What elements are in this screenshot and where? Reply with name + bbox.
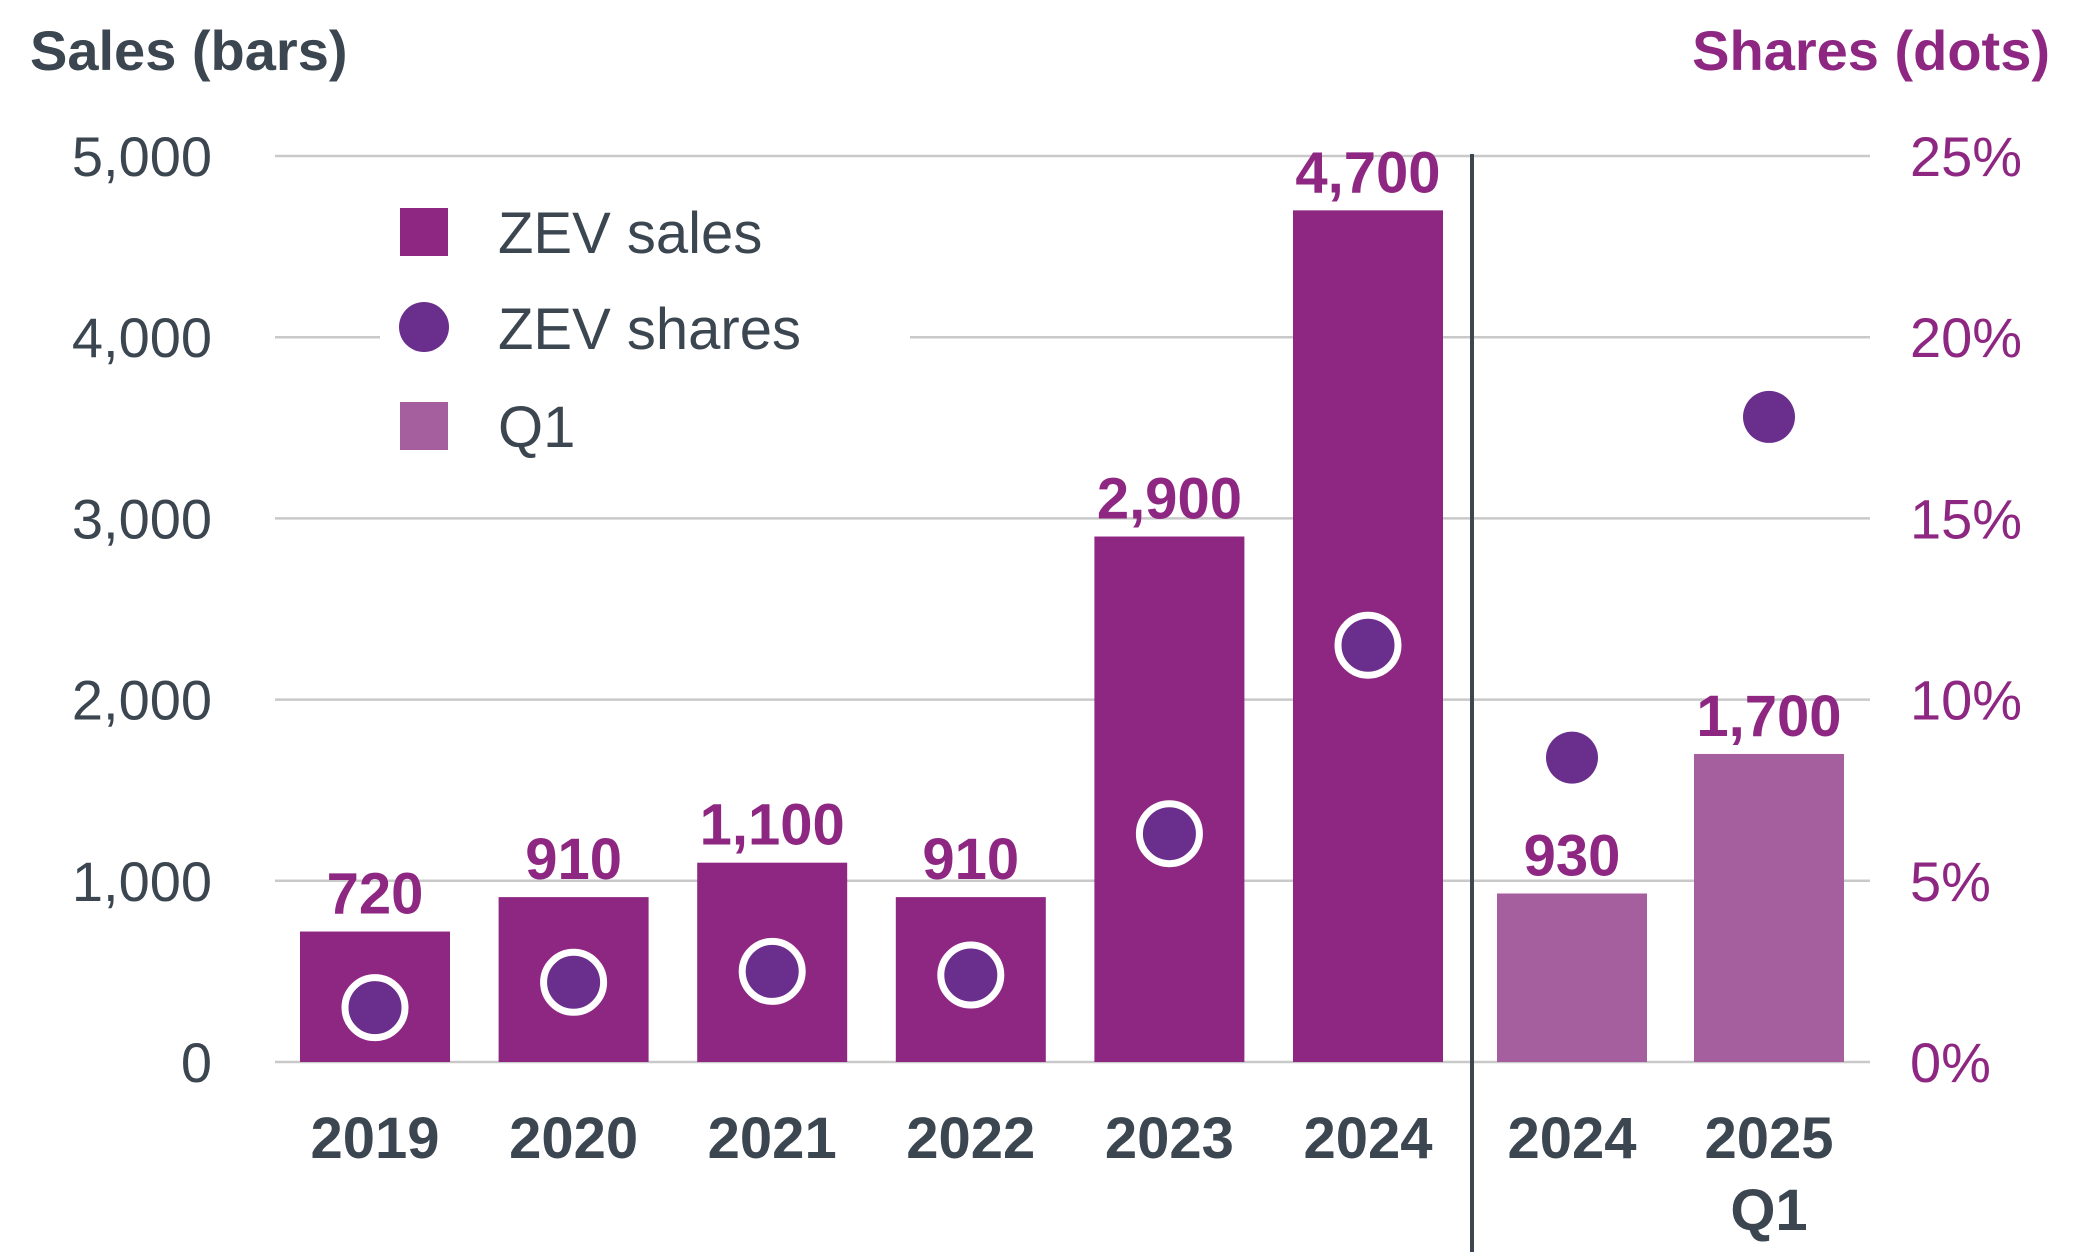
share-dots bbox=[341, 390, 1795, 1042]
share-dot bbox=[738, 937, 806, 1005]
data-label: 930 bbox=[1524, 823, 1621, 888]
bar bbox=[1094, 536, 1245, 1062]
legend-q1-label: Q1 bbox=[498, 395, 575, 460]
y2-tick-label: 0% bbox=[1910, 1031, 1991, 1094]
data-labels: 720 910 1,100 910 2,900 4,700 930 1,700 bbox=[327, 140, 1842, 926]
y-tick-label: 1,000 bbox=[72, 850, 212, 913]
y2-tick-label: 25% bbox=[1910, 125, 2022, 188]
left-axis-title: Sales (bars) bbox=[30, 19, 348, 82]
category-label: 2021 bbox=[708, 1106, 837, 1171]
legend-zev-shares-swatch bbox=[399, 302, 449, 352]
share-dot bbox=[540, 948, 608, 1016]
category-label: 2024 bbox=[1303, 1106, 1432, 1171]
y-tick-label: 3,000 bbox=[72, 487, 212, 550]
category-label: 2023 bbox=[1105, 1106, 1234, 1171]
share-dot bbox=[1743, 390, 1795, 443]
category-label: 2020 bbox=[509, 1106, 638, 1171]
category-label: 2019 bbox=[310, 1106, 439, 1171]
data-label: 2,900 bbox=[1097, 467, 1242, 532]
legend: ZEV sales ZEV shares Q1 bbox=[399, 201, 801, 460]
y-tick-label: 2,000 bbox=[72, 669, 212, 732]
gridlines bbox=[275, 154, 1870, 1064]
y2-tick-label: 15% bbox=[1910, 487, 2022, 550]
data-label: 910 bbox=[525, 827, 622, 892]
share-dot bbox=[341, 974, 409, 1042]
data-label: 1,100 bbox=[700, 793, 845, 858]
data-label: 1,700 bbox=[1696, 684, 1841, 749]
category-labels: 2019 2020 2021 2022 2023 2024 2024 2025 Q1 bbox=[310, 1106, 1833, 1243]
legend-zev-sales-label: ZEV sales bbox=[498, 201, 762, 266]
bar bbox=[1497, 893, 1647, 1062]
data-label: 910 bbox=[922, 827, 1019, 892]
share-dot bbox=[1135, 800, 1203, 868]
y2-tick-label: 10% bbox=[1910, 669, 2022, 732]
legend-q1-swatch bbox=[400, 402, 448, 450]
y-tick-label: 0 bbox=[181, 1031, 212, 1094]
share-dot bbox=[1546, 731, 1598, 784]
share-dot bbox=[937, 941, 1005, 1009]
category-label: 2024 bbox=[1507, 1106, 1636, 1171]
y2-tick-label: 20% bbox=[1910, 306, 2022, 369]
category-sublabel: Q1 bbox=[1730, 1178, 1807, 1243]
category-label: 2022 bbox=[906, 1106, 1035, 1171]
right-axis-title: Shares (dots) bbox=[1692, 19, 2050, 82]
data-label: 4,700 bbox=[1295, 140, 1440, 205]
y-tick-label: 5,000 bbox=[72, 125, 212, 188]
axis-ticks: 0 0% 1,000 5% 2,000 10% 3,000 15% 4,000 20% 5,000 2… bbox=[72, 125, 2022, 1094]
legend-zev-sales-swatch bbox=[400, 208, 448, 256]
y2-tick-label: 5% bbox=[1910, 850, 1991, 913]
legend-zev-shares-label: ZEV shares bbox=[498, 297, 801, 362]
bar bbox=[1694, 753, 1844, 1062]
y-tick-label: 4,000 bbox=[72, 306, 212, 369]
category-label: 2025 bbox=[1704, 1106, 1833, 1171]
data-label: 720 bbox=[327, 862, 424, 927]
share-dot bbox=[1334, 611, 1402, 679]
legend-background bbox=[380, 300, 910, 360]
